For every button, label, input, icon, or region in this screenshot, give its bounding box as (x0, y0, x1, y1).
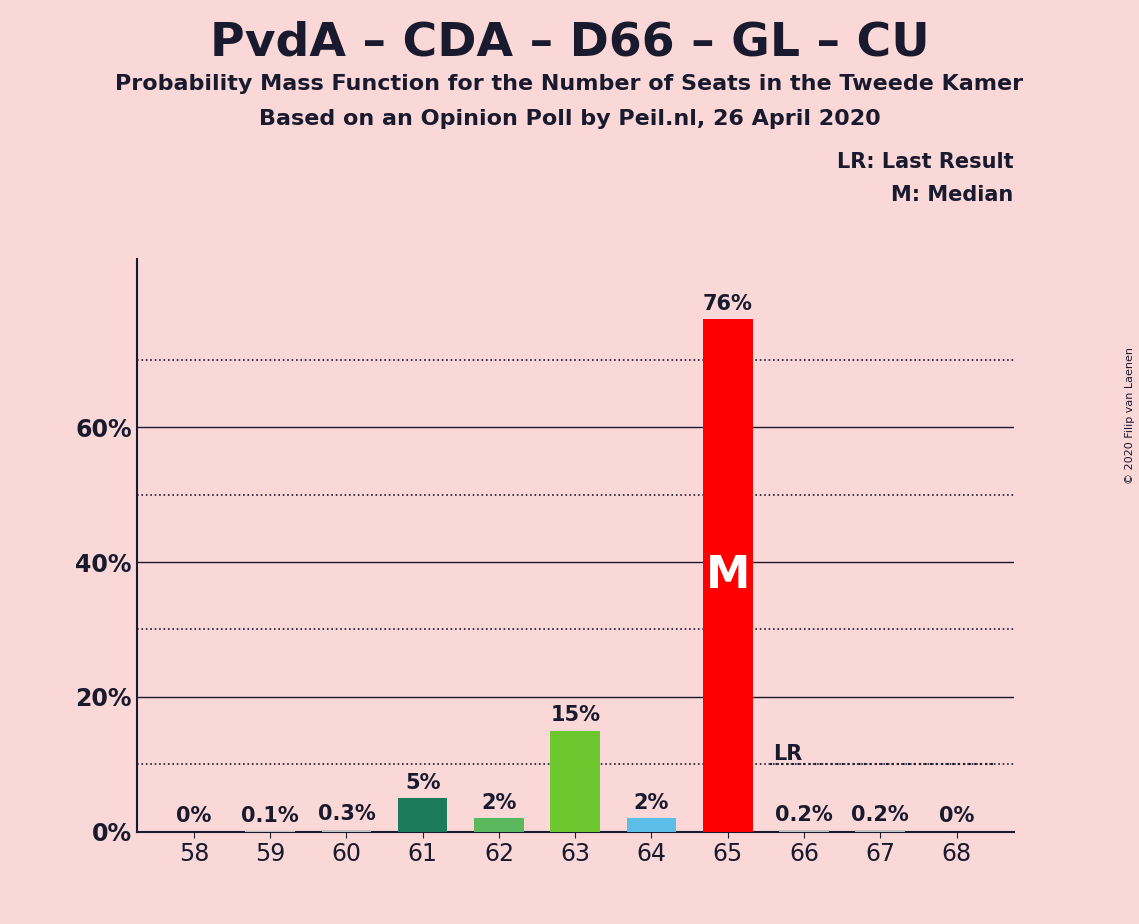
Bar (779, 831, 829, 832)
Text: 15%: 15% (550, 705, 600, 725)
Text: 2%: 2% (482, 793, 517, 813)
Text: 0.3%: 0.3% (318, 804, 375, 824)
Text: 0.1%: 0.1% (241, 806, 300, 825)
Text: PvdA – CDA – D66 – GL – CU: PvdA – CDA – D66 – GL – CU (210, 20, 929, 66)
Text: 0%: 0% (939, 807, 974, 826)
Text: 76%: 76% (703, 294, 753, 314)
Text: M: M (705, 554, 749, 597)
Text: © 2020 Filip van Laenen: © 2020 Filip van Laenen (1125, 347, 1134, 484)
Bar (474, 818, 524, 832)
Text: 5%: 5% (405, 772, 441, 793)
Bar (855, 831, 906, 832)
Text: LR: Last Result: LR: Last Result (837, 152, 1014, 173)
Bar (398, 798, 448, 832)
Text: 0.2%: 0.2% (776, 805, 833, 825)
Text: 0%: 0% (177, 807, 212, 826)
Text: M: Median: M: Median (892, 185, 1014, 205)
Text: 0.2%: 0.2% (851, 805, 909, 825)
Bar (321, 830, 371, 832)
Text: Probability Mass Function for the Number of Seats in the Tweede Kamer: Probability Mass Function for the Number… (115, 74, 1024, 94)
Bar (703, 320, 753, 832)
Text: 2%: 2% (633, 793, 669, 813)
Bar (626, 818, 677, 832)
Text: LR: LR (773, 744, 803, 764)
Text: Based on an Opinion Poll by Peil.nl, 26 April 2020: Based on an Opinion Poll by Peil.nl, 26 … (259, 109, 880, 129)
Bar (550, 731, 600, 832)
